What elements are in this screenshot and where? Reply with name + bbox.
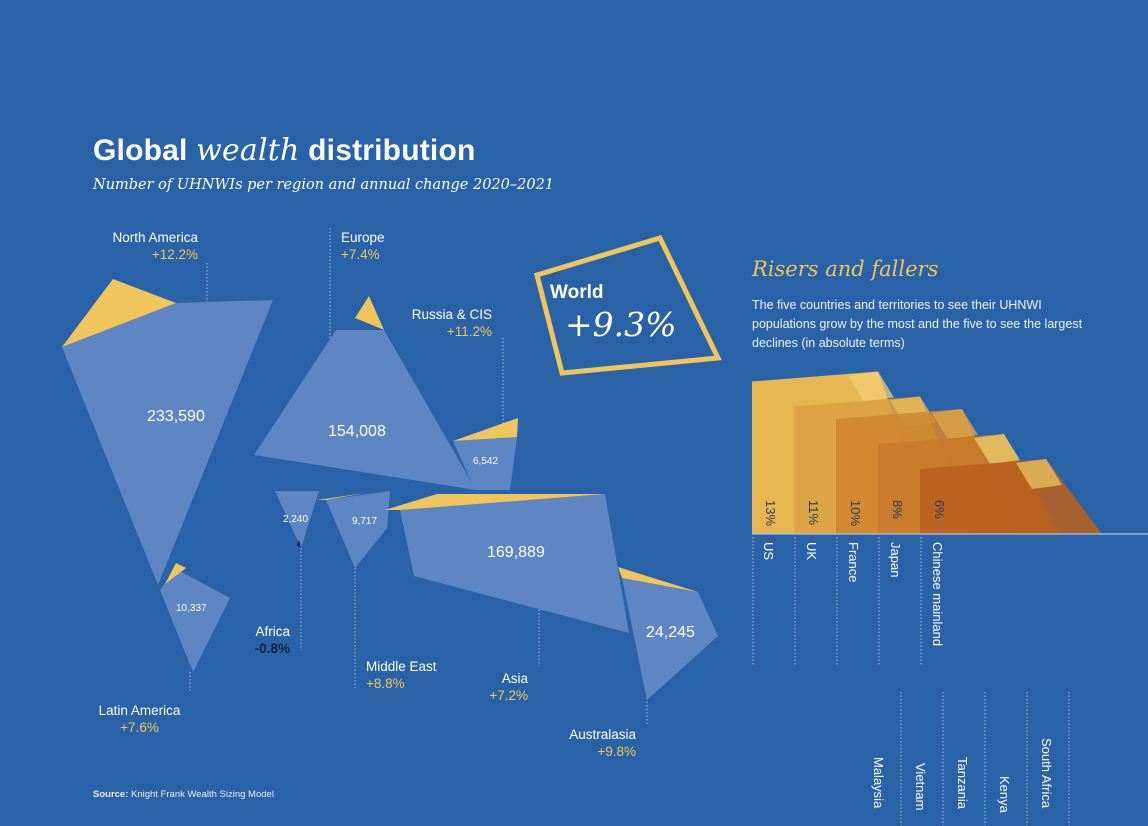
value-latin-america: 10,337 (176, 603, 207, 614)
risers-fallers-description: The five countries and territories to se… (752, 298, 1083, 350)
riser-bar-chinese-mainland (920, 459, 1102, 534)
label-africa: Africa -0.8% (254, 624, 290, 656)
riser-highlight-us (848, 371, 894, 402)
faller-country-south-africa: South Africa (1039, 738, 1054, 809)
label-middle-east: Middle East +8.8% (366, 659, 437, 691)
value-north-america: 233,590 (147, 408, 205, 425)
riser-country-chinese-mainland: Chinese mainland (930, 542, 945, 647)
label-asia: Asia +7.2% (489, 671, 528, 703)
riser-pct-us: 13% (763, 500, 778, 527)
label-latin-america: Latin America +7.6% (98, 703, 181, 735)
riser-highlight-chinese-mainland (1016, 459, 1062, 489)
value-australasia: 24,245 (646, 624, 695, 641)
riser-country-us: US (761, 542, 776, 561)
risers-leaders (752, 537, 1070, 826)
world-label: World (550, 282, 604, 303)
faller-country-malaysia: Malaysia (871, 757, 886, 809)
shape-russia (453, 437, 517, 490)
shape-russia-growth (453, 418, 518, 441)
label-north-america: North America +12.2% (112, 230, 198, 262)
risers-fallers-title: Risers and fallers (752, 257, 939, 281)
shape-latin-america (160, 569, 230, 672)
shape-australasia-growth (618, 567, 698, 592)
value-africa: 2,240 (283, 514, 309, 525)
shape-middle-east-growth (317, 493, 365, 500)
value-middle-east: 9,717 (352, 516, 378, 527)
source-note: Source: Knight Frank Wealth Sizing Model (93, 789, 274, 800)
label-europe: Europe +7.4% (341, 230, 385, 262)
faller-country-tanzania: Tanzania (955, 757, 970, 810)
shape-asia-growth (385, 494, 605, 510)
shape-africa (275, 491, 319, 548)
label-russia: Russia & CIS +11.2% (411, 307, 492, 339)
shape-africa-decline (297, 540, 301, 548)
riser-country-japan: Japan (888, 542, 903, 578)
value-europe: 154,008 (328, 423, 386, 440)
riser-highlight-france (932, 409, 978, 439)
faller-country-vietnam: Vietnam (913, 763, 928, 811)
shape-north-america-growth (62, 279, 176, 347)
riser-pct-france: 10% (848, 500, 863, 527)
label-australasia: Australasia +9.8% (569, 727, 636, 759)
region-shapes (62, 279, 718, 700)
shape-north-america (62, 300, 273, 585)
faller-country-kenya: Kenya (997, 776, 1012, 813)
shape-latin-america-growth (165, 563, 186, 584)
page-subtitle: Number of UHNWIs per region and annual c… (93, 177, 555, 193)
shape-europe-growth (355, 296, 384, 330)
shape-asia (400, 494, 629, 633)
riser-country-uk: UK (804, 542, 819, 561)
shape-middle-east (326, 491, 390, 568)
riser-pct-chinese-mainland: 6% (932, 500, 947, 519)
shape-australasia (622, 578, 718, 700)
riser-country-france: France (846, 542, 861, 583)
value-russia: 6,542 (473, 456, 499, 467)
value-asia: 169,889 (487, 544, 545, 561)
riser-pct-uk: 11% (806, 500, 821, 526)
riser-highlight-japan (974, 434, 1020, 464)
page-title: Global wealth distribution (93, 133, 476, 168)
shape-europe (254, 330, 476, 490)
world-frame (533, 234, 722, 376)
world-value: +9.3% (565, 305, 677, 344)
riser-pct-japan: 8% (890, 500, 905, 519)
risers-chart (752, 371, 1102, 534)
